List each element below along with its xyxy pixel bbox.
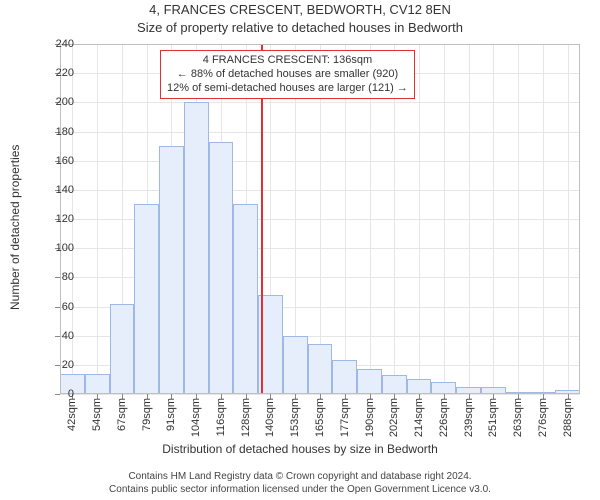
page-subtitle: Size of property relative to detached ho…	[0, 20, 600, 35]
y-tick-label: 140	[34, 184, 74, 196]
x-tick-label: 288sqm	[562, 398, 574, 437]
y-tick-label: 20	[34, 359, 74, 371]
y-tick-label: 60	[34, 301, 74, 313]
x-tick-label: 214sqm	[413, 398, 425, 437]
x-tick-label: 165sqm	[314, 398, 326, 437]
annotation-line: ← 88% of detached houses are smaller (92…	[167, 68, 408, 82]
x-tick-label: 79sqm	[141, 398, 153, 431]
footer-line: Contains HM Land Registry data © Crown c…	[0, 470, 600, 483]
y-axis-label: Number of detached properties	[8, 145, 22, 310]
x-tick-label: 140sqm	[264, 398, 276, 437]
chart-root: 4, FRANCES CRESCENT, BEDWORTH, CV12 8EN …	[0, 0, 600, 500]
x-axis-label: Distribution of detached houses by size …	[0, 442, 600, 456]
y-tick-label: 180	[34, 126, 74, 138]
y-tick-label: 120	[34, 213, 74, 225]
footer: Contains HM Land Registry data © Crown c…	[0, 470, 600, 496]
x-tick-label: 67sqm	[116, 398, 128, 431]
y-tick-label: 100	[34, 242, 74, 254]
x-tick-label: 202sqm	[388, 398, 400, 437]
x-tick-label: 239sqm	[463, 398, 475, 437]
y-tick-label: 220	[34, 67, 74, 79]
x-tick-label: 153sqm	[289, 398, 301, 437]
x-tick-label: 91sqm	[165, 398, 177, 431]
annotation-line: 4 FRANCES CRESCENT: 136sqm	[167, 54, 408, 68]
x-tick-label: 128sqm	[240, 398, 252, 437]
x-tick-label: 104sqm	[190, 398, 202, 437]
annotation-line: 12% of semi-detached houses are larger (…	[167, 82, 408, 96]
x-tick-label: 226sqm	[438, 398, 450, 437]
x-tick-label: 116sqm	[215, 398, 227, 436]
y-tick-label: 200	[34, 96, 74, 108]
x-tick-label: 177sqm	[339, 398, 351, 437]
histogram-plot: 4 FRANCES CRESCENT: 136sqm ← 88% of deta…	[60, 44, 580, 394]
page-title: 4, FRANCES CRESCENT, BEDWORTH, CV12 8EN	[0, 2, 600, 17]
x-tick-label: 263sqm	[512, 398, 524, 437]
x-tick-label: 276sqm	[537, 398, 549, 437]
y-tick-label: 40	[34, 330, 74, 342]
y-tick-label: 80	[34, 271, 74, 283]
y-tick-label: 240	[34, 38, 74, 50]
x-tick-label: 54sqm	[91, 398, 103, 431]
annotation-box: 4 FRANCES CRESCENT: 136sqm ← 88% of deta…	[160, 50, 415, 99]
x-tick-label: 251sqm	[487, 398, 499, 437]
y-tick-label: 160	[34, 155, 74, 167]
footer-line: Contains public sector information licen…	[0, 483, 600, 496]
x-tick-label: 190sqm	[364, 398, 376, 437]
x-tick-label: 42sqm	[66, 398, 78, 431]
